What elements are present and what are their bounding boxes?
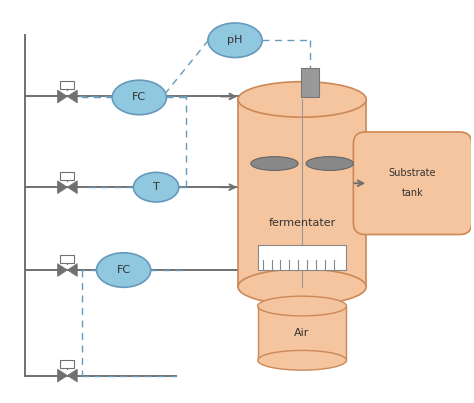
Polygon shape xyxy=(57,181,67,193)
Polygon shape xyxy=(57,369,67,382)
Text: Air: Air xyxy=(294,328,310,338)
Ellipse shape xyxy=(251,157,298,170)
Bar xyxy=(61,172,74,180)
Text: tank: tank xyxy=(401,188,423,198)
Ellipse shape xyxy=(112,80,166,115)
Ellipse shape xyxy=(238,82,366,117)
Text: FC: FC xyxy=(117,265,131,275)
FancyBboxPatch shape xyxy=(354,132,472,235)
Polygon shape xyxy=(57,264,67,276)
Bar xyxy=(61,360,74,368)
Ellipse shape xyxy=(134,172,179,202)
Polygon shape xyxy=(67,90,77,103)
Bar xyxy=(258,306,346,360)
Text: T: T xyxy=(153,182,160,192)
Bar xyxy=(61,255,74,263)
Bar xyxy=(238,100,366,287)
Ellipse shape xyxy=(258,351,346,370)
Polygon shape xyxy=(67,369,77,382)
Text: fermentater: fermentater xyxy=(268,218,336,228)
Text: FC: FC xyxy=(132,92,146,102)
Bar xyxy=(258,245,346,270)
Ellipse shape xyxy=(208,23,262,58)
Ellipse shape xyxy=(97,253,151,287)
Polygon shape xyxy=(57,90,67,103)
Bar xyxy=(61,81,74,89)
Ellipse shape xyxy=(238,269,366,305)
Text: Substrate: Substrate xyxy=(389,168,436,179)
Polygon shape xyxy=(67,181,77,193)
Ellipse shape xyxy=(306,157,354,170)
Polygon shape xyxy=(67,264,77,276)
Bar xyxy=(301,68,319,98)
Ellipse shape xyxy=(258,296,346,316)
Text: pH: pH xyxy=(228,35,243,45)
